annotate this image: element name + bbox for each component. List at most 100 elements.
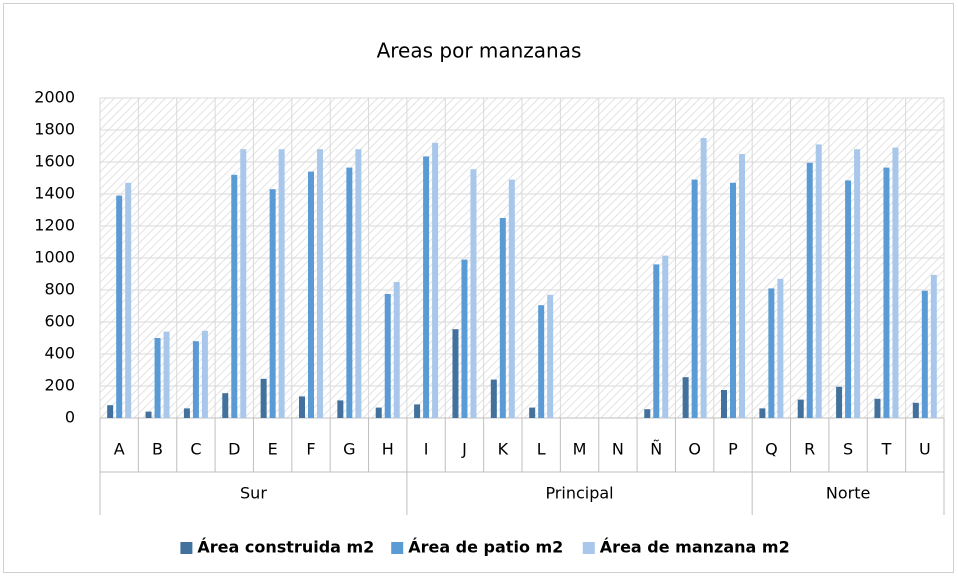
bar (337, 400, 344, 418)
bar (423, 156, 430, 418)
bar (930, 274, 937, 418)
bar (682, 377, 689, 418)
bar (154, 338, 161, 418)
x-tick-label: C (190, 440, 201, 459)
bar (240, 149, 247, 418)
x-tick-label: L (537, 440, 546, 459)
bar (921, 290, 928, 418)
bar (346, 167, 353, 418)
bar (375, 407, 382, 418)
bar (231, 174, 238, 418)
bar (183, 408, 190, 418)
bar (777, 278, 784, 418)
x-tick-label: D (228, 440, 240, 459)
x-tick-label: G (343, 440, 355, 459)
bar (490, 379, 497, 418)
x-tick-label: M (573, 440, 587, 459)
bar (797, 399, 804, 418)
bar (854, 149, 861, 418)
bar (201, 330, 208, 418)
y-tick-label: 0 (65, 408, 75, 427)
bar (529, 407, 536, 418)
group-label: Principal (545, 484, 613, 503)
bar (892, 147, 899, 418)
bar (384, 294, 391, 418)
bar (912, 402, 919, 418)
x-tick-label: S (843, 440, 853, 459)
bar (222, 393, 229, 418)
y-tick-label: 200 (44, 376, 75, 395)
bar (393, 282, 400, 418)
group-label: Norte (826, 484, 870, 503)
bar (508, 179, 515, 418)
x-tick-label: U (919, 440, 931, 459)
bar (499, 218, 506, 418)
x-tick-label: E (268, 440, 278, 459)
x-tick-label: Ñ (650, 440, 662, 459)
bar (691, 179, 698, 418)
bar (662, 255, 669, 418)
bar (269, 189, 276, 418)
x-tick-label: R (804, 440, 815, 459)
bar (116, 195, 123, 418)
bar (145, 411, 152, 418)
y-tick-label: 2000 (34, 88, 75, 107)
legend-label: Área de manzana m2 (600, 538, 790, 557)
bar (461, 259, 468, 418)
bar (653, 264, 660, 418)
bar (308, 171, 314, 418)
bar (547, 294, 554, 418)
bar (125, 182, 132, 418)
x-tick-label: O (688, 440, 701, 459)
x-tick-label: T (881, 440, 892, 459)
y-tick-label: 1600 (34, 152, 75, 171)
x-tick-label: P (728, 440, 738, 459)
bar (260, 378, 267, 418)
bar (470, 169, 477, 418)
bar (845, 180, 852, 418)
bar (355, 149, 362, 418)
legend-swatch (180, 542, 193, 554)
chart-title: Areas por manzanas (377, 39, 582, 63)
bar (107, 405, 114, 418)
bar (192, 341, 199, 418)
x-tick-label: H (382, 440, 394, 459)
x-tick-label: B (152, 440, 163, 459)
bar (815, 144, 822, 418)
legend-swatch (582, 542, 595, 554)
x-tick-label: I (424, 440, 429, 459)
y-tick-label: 1800 (34, 120, 75, 139)
bar (538, 305, 545, 418)
legend-label: Área de patio m2 (408, 538, 563, 557)
bar (432, 142, 439, 419)
bar (278, 149, 285, 418)
y-tick-label: 1400 (34, 184, 75, 203)
y-tick-label: 1000 (34, 248, 75, 267)
y-tick-label: 600 (44, 312, 75, 331)
x-tick-label: J (461, 440, 467, 459)
bar (739, 154, 745, 418)
y-tick-label: 800 (44, 280, 75, 299)
legend-label: Área construida m2 (197, 538, 374, 557)
bar (730, 182, 736, 418)
bar (644, 409, 651, 418)
bar (317, 149, 323, 418)
bar (806, 162, 813, 418)
x-tick-label: K (498, 440, 509, 459)
bar (700, 138, 707, 418)
x-tick-label: Q (765, 440, 778, 459)
x-tick-label: A (114, 440, 125, 459)
bar (874, 398, 881, 418)
x-tick-label: F (306, 440, 315, 459)
y-tick-label: 400 (44, 344, 75, 363)
legend-swatch (391, 542, 404, 554)
bar (721, 390, 727, 418)
y-tick-label: 1200 (34, 216, 75, 235)
bar (768, 288, 775, 418)
x-tick-label: N (612, 440, 624, 459)
group-label: Sur (240, 484, 267, 503)
bar (836, 386, 843, 418)
bar (883, 167, 890, 418)
bar (414, 404, 421, 418)
